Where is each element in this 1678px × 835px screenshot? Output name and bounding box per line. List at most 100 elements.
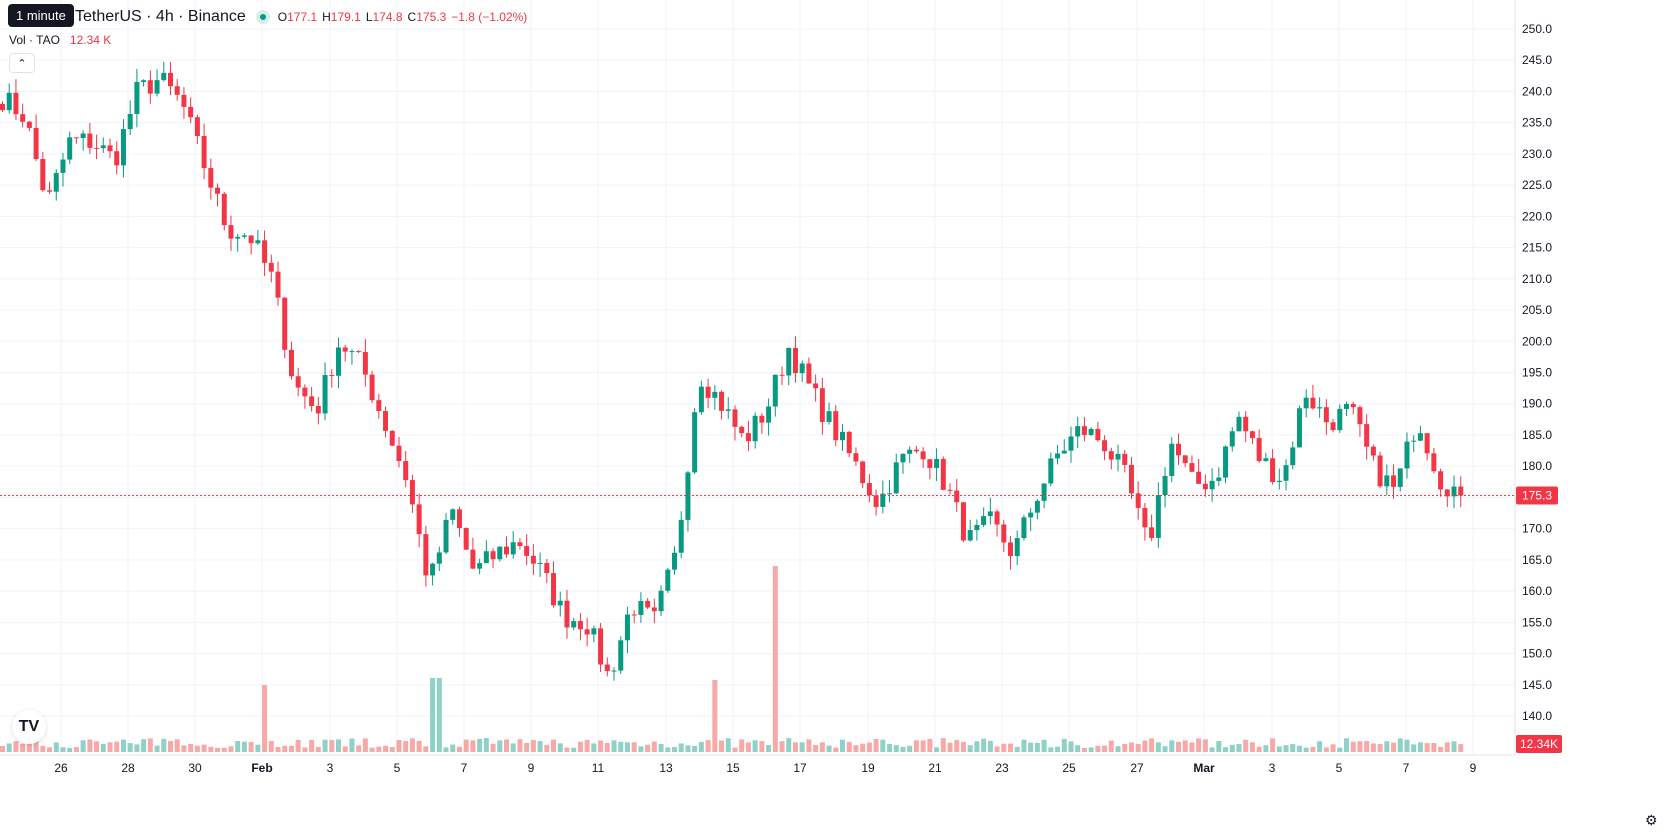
volume-bar bbox=[1102, 745, 1108, 752]
gear-icon[interactable]: ⚙ bbox=[1645, 812, 1658, 828]
candle-body bbox=[1088, 428, 1094, 435]
candle-body bbox=[1317, 407, 1323, 409]
volume-bar bbox=[792, 742, 798, 752]
price-tick-label: 140.0 bbox=[1522, 709, 1552, 723]
candle-body bbox=[618, 640, 624, 671]
candle-body bbox=[134, 82, 140, 114]
volume-bar bbox=[147, 738, 153, 752]
volume-bar bbox=[1438, 746, 1444, 752]
candle-body bbox=[295, 376, 301, 388]
time-tick-label: 23 bbox=[995, 761, 1009, 775]
candle-body bbox=[1384, 475, 1390, 487]
time-axis: 26 28 30 Feb 3 5 7 9 11 13 15 17 19 21 23 25 27 Mar 3 5 7 9 bbox=[54, 761, 1476, 775]
candle-body bbox=[598, 628, 604, 665]
volume-label[interactable]: Vol · TAO bbox=[9, 33, 60, 47]
volume-bar bbox=[920, 740, 926, 752]
candle-body bbox=[1021, 517, 1027, 539]
candle-body bbox=[960, 502, 966, 541]
candle-body bbox=[1196, 471, 1202, 484]
volume-bar bbox=[450, 744, 456, 752]
volume-bar bbox=[779, 741, 785, 752]
volume-bar bbox=[1108, 740, 1114, 752]
candle-body bbox=[1075, 426, 1081, 437]
volume-bar bbox=[638, 746, 644, 752]
candle-body bbox=[1202, 483, 1208, 490]
volume-bar bbox=[504, 739, 509, 752]
candle-body bbox=[604, 664, 610, 672]
volume-bar bbox=[497, 740, 503, 752]
candle-body bbox=[436, 552, 442, 564]
volume-bar bbox=[927, 738, 933, 752]
volume-bar bbox=[94, 741, 100, 752]
candle-body bbox=[80, 133, 86, 139]
volume-bar bbox=[383, 745, 389, 752]
candle-body bbox=[114, 151, 120, 166]
candle-body bbox=[853, 453, 859, 462]
volume-bar bbox=[1216, 741, 1222, 752]
volume-bar bbox=[456, 746, 462, 752]
symbol-title[interactable]: TetherUS · 4h · Binance bbox=[75, 8, 246, 25]
volume-bar bbox=[1283, 745, 1289, 752]
candle-body bbox=[1397, 468, 1403, 487]
candle-body bbox=[1283, 465, 1289, 481]
candle-body bbox=[1424, 433, 1430, 454]
candle-body bbox=[1048, 458, 1054, 484]
candle-body bbox=[94, 147, 100, 149]
candle-body bbox=[1276, 480, 1282, 482]
candle-body bbox=[954, 490, 960, 503]
volume-bar bbox=[719, 740, 725, 752]
candle-body bbox=[1263, 458, 1269, 462]
volume-bar bbox=[67, 747, 73, 752]
volume-bar bbox=[329, 740, 335, 752]
volume-bar bbox=[524, 743, 530, 752]
volume-bar bbox=[893, 745, 899, 752]
candle-body bbox=[577, 621, 583, 630]
volume-legend: Vol · TAO 12.34 K bbox=[9, 33, 111, 47]
volume-bar bbox=[20, 743, 26, 752]
candle-body bbox=[974, 524, 980, 531]
candle-body bbox=[752, 415, 758, 442]
volume-bar bbox=[866, 742, 872, 752]
candle-body bbox=[651, 607, 657, 612]
candle-body bbox=[403, 460, 409, 481]
last-price-badge: 175.3 bbox=[1516, 486, 1558, 505]
candle-body bbox=[792, 347, 798, 374]
candle-body bbox=[1223, 446, 1229, 478]
volume-bar bbox=[349, 738, 355, 752]
price-tick-label: 210.0 bbox=[1522, 272, 1552, 286]
time-tick-label: 27 bbox=[1130, 761, 1144, 775]
candle-body bbox=[154, 80, 160, 94]
candle-body bbox=[288, 349, 294, 377]
collapse-legend-button[interactable]: ⌃ bbox=[9, 53, 35, 73]
volume-bar bbox=[248, 742, 254, 752]
volume-bar bbox=[423, 746, 429, 752]
last-volume-label: 12.34K bbox=[1520, 737, 1558, 751]
volume-bar bbox=[1122, 743, 1128, 752]
candle-body bbox=[1068, 436, 1074, 451]
price-tick-label: 225.0 bbox=[1522, 178, 1552, 192]
price-tick-label: 245.0 bbox=[1522, 53, 1552, 67]
volume-bar bbox=[127, 743, 133, 752]
candle-body bbox=[53, 172, 59, 192]
chart-grid bbox=[0, 0, 1516, 756]
candle-body bbox=[60, 159, 66, 173]
price-tick-label: 250.0 bbox=[1522, 22, 1552, 36]
volume-bar bbox=[759, 741, 765, 752]
volume-bar bbox=[913, 740, 919, 752]
tradingview-logo-icon[interactable]: TV bbox=[12, 710, 46, 744]
volume-bar bbox=[201, 744, 207, 752]
volume-bar bbox=[725, 738, 731, 752]
volume-bar bbox=[1189, 742, 1195, 752]
candle-body bbox=[1182, 455, 1188, 464]
change-value: −1.8 (−1.02%) bbox=[451, 10, 528, 24]
candle-body bbox=[1364, 424, 1370, 447]
price-tick-label: 215.0 bbox=[1522, 241, 1552, 255]
candle-body bbox=[685, 472, 691, 520]
high-label: H bbox=[322, 10, 331, 24]
volume-bar bbox=[530, 739, 536, 752]
candle-body bbox=[315, 405, 321, 414]
candle-body bbox=[1411, 440, 1417, 442]
time-tick-label: 21 bbox=[928, 761, 942, 775]
candle-body bbox=[571, 621, 577, 628]
